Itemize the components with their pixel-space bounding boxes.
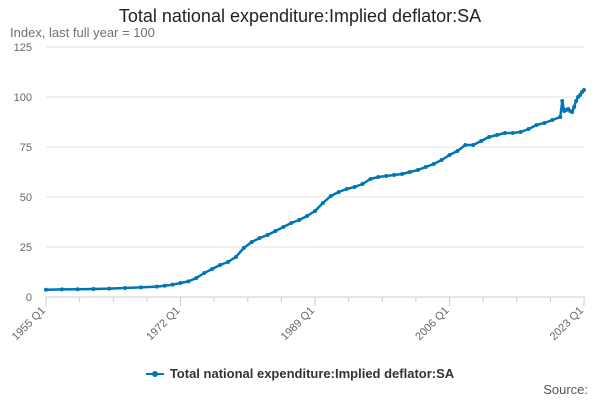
y-tick-label: 25 xyxy=(20,242,32,254)
data-point[interactable] xyxy=(289,221,294,225)
data-point[interactable] xyxy=(313,209,317,213)
y-axis-ticks: 0 25 50 75 100 125 xyxy=(14,42,32,304)
data-point[interactable] xyxy=(463,143,468,147)
data-point[interactable] xyxy=(471,143,476,147)
data-point[interactable] xyxy=(186,279,191,284)
data-point[interactable] xyxy=(384,174,389,178)
chart-subtitle: Index, last full year = 100 xyxy=(10,25,155,40)
data-point[interactable] xyxy=(210,267,215,271)
data-point[interactable] xyxy=(162,283,167,288)
data-point[interactable] xyxy=(447,153,452,157)
data-point[interactable] xyxy=(582,88,586,92)
data-point[interactable] xyxy=(439,158,444,162)
data-point[interactable] xyxy=(178,281,183,285)
y-tick-label: 0 xyxy=(26,292,32,304)
data-point[interactable] xyxy=(225,260,230,264)
chart-title: Total national expenditure:Implied defla… xyxy=(118,6,482,26)
data-point[interactable] xyxy=(578,93,583,97)
data-point[interactable] xyxy=(570,110,575,114)
legend[interactable]: Total national expenditure:Implied defla… xyxy=(0,366,600,381)
data-point[interactable] xyxy=(202,271,207,275)
gridlines xyxy=(46,46,584,248)
data-point[interactable] xyxy=(502,131,507,135)
data-point[interactable] xyxy=(344,187,349,191)
x-tick-label: 1955 Q1 xyxy=(10,305,48,343)
y-tick-label: 100 xyxy=(14,92,32,104)
data-point[interactable] xyxy=(352,185,357,189)
y-tick-label: 50 xyxy=(20,192,32,204)
data-point[interactable] xyxy=(281,225,286,229)
legend-line-marker-icon xyxy=(145,369,164,379)
data-point[interactable] xyxy=(249,240,254,244)
data-point[interactable] xyxy=(431,162,436,166)
data-point[interactable] xyxy=(550,118,555,122)
data-point[interactable] xyxy=(368,177,373,181)
x-tick-label: 2006 Q1 xyxy=(413,305,451,343)
data-point[interactable] xyxy=(138,285,143,290)
data-point[interactable] xyxy=(91,287,96,291)
x-tick-label: 1989 Q1 xyxy=(279,305,317,343)
data-point[interactable] xyxy=(518,130,523,134)
data-point[interactable] xyxy=(423,165,428,169)
data-point[interactable] xyxy=(297,218,302,222)
x-tick-label: 1972 Q1 xyxy=(144,305,182,343)
x-axis: 1955 Q1 1972 Q1 1989 Q1 2006 Q1 2023 Q1 xyxy=(10,296,586,343)
data-point[interactable] xyxy=(75,287,80,292)
data-point[interactable] xyxy=(574,99,579,103)
data-point[interactable] xyxy=(257,236,262,240)
data-point[interactable] xyxy=(542,121,547,125)
data-point[interactable] xyxy=(494,133,499,137)
data-point[interactable] xyxy=(455,149,460,153)
legend-label: Total national expenditure:Implied defla… xyxy=(169,366,455,381)
x-tick-label: 2023 Q1 xyxy=(548,305,586,343)
data-point[interactable] xyxy=(510,131,515,135)
data-point[interactable] xyxy=(170,282,175,287)
y-tick-label: 125 xyxy=(14,42,32,54)
data-point[interactable] xyxy=(218,263,223,267)
series-line[interactable] xyxy=(44,88,586,292)
data-point[interactable] xyxy=(400,172,405,176)
data-point[interactable] xyxy=(392,173,397,177)
data-point[interactable] xyxy=(572,105,577,109)
data-point[interactable] xyxy=(328,194,333,198)
source-label: Source: xyxy=(543,382,588,397)
data-point[interactable] xyxy=(194,276,199,280)
data-point[interactable] xyxy=(273,229,278,233)
data-point[interactable] xyxy=(376,175,381,179)
data-point[interactable] xyxy=(233,255,238,259)
data-point[interactable] xyxy=(320,201,325,205)
data-point[interactable] xyxy=(534,123,539,127)
data-point[interactable] xyxy=(360,182,365,186)
data-point[interactable] xyxy=(265,233,270,237)
legend-dot-icon xyxy=(151,370,158,377)
y-tick-label: 75 xyxy=(20,142,32,154)
data-point[interactable] xyxy=(44,287,48,292)
data-point[interactable] xyxy=(107,286,112,291)
data-point[interactable] xyxy=(123,286,128,290)
data-point[interactable] xyxy=(558,115,563,119)
data-point[interactable] xyxy=(59,287,64,292)
data-point[interactable] xyxy=(526,127,531,131)
data-point[interactable] xyxy=(415,168,420,172)
data-point[interactable] xyxy=(336,190,341,194)
data-point[interactable] xyxy=(305,214,310,218)
data-point[interactable] xyxy=(487,135,492,139)
data-point[interactable] xyxy=(407,170,412,174)
data-point[interactable] xyxy=(154,284,159,289)
series-layer xyxy=(44,88,586,292)
data-point[interactable] xyxy=(560,99,565,103)
data-point[interactable] xyxy=(241,246,246,250)
data-point[interactable] xyxy=(479,139,484,143)
